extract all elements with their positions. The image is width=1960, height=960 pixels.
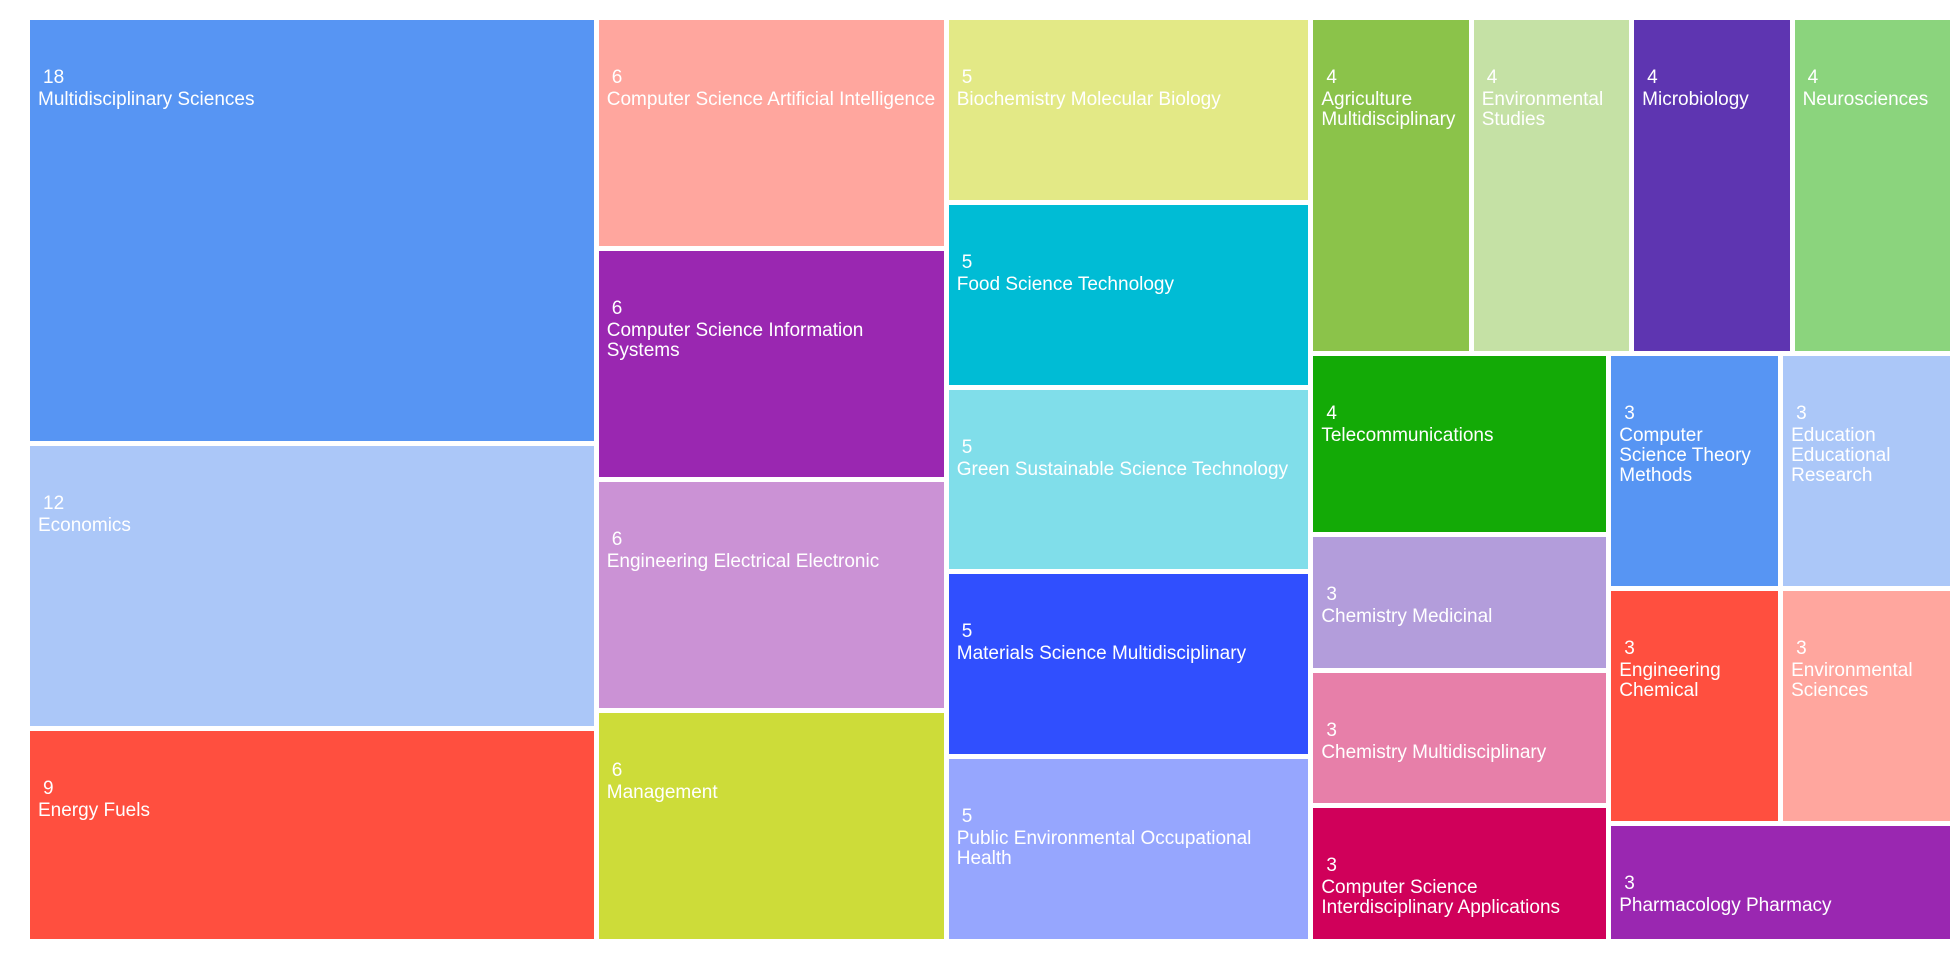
tile-value: 4 (1326, 67, 1337, 88)
tile: 3 Education Educational Research (1783, 356, 1950, 587)
tile-label: Multidisciplinary Sciences (38, 89, 255, 110)
tile-value: 3 (1796, 403, 1807, 424)
tile-value: 5 (961, 67, 973, 88)
tile: 5 Food Science Technology (948, 204, 1309, 385)
tile-label: Food Science Technology (956, 273, 1174, 295)
tile-label: Microbiology (1642, 89, 1749, 110)
tile: 5 Green Sustainable Science Technology (948, 389, 1309, 570)
tile-value: 5 (961, 251, 973, 273)
tile: 3 Chemistry Medicinal (1313, 536, 1607, 668)
tile-value: 3 (1796, 638, 1807, 660)
tile-label: Biochemistry Molecular Biology (956, 89, 1221, 110)
tile: 4 Agriculture Multidisciplinary (1313, 20, 1469, 351)
tile-value: 3 (1624, 638, 1635, 660)
tile: 18 Multidisciplinary Sciences (30, 20, 594, 442)
tile: 4 Neurosciences (1794, 20, 1950, 351)
tile-label: Public Environmental Occupational Health (956, 828, 1252, 870)
tile-value: 18 (43, 67, 65, 88)
tile-value: 4 (1486, 67, 1498, 88)
tile: 4 Telecommunications (1313, 356, 1607, 532)
tile: 3 Computer Science Interdisciplinary Appl… (1313, 808, 1607, 939)
tile-label: Management (606, 782, 718, 803)
tile: 6 Computer Science Information Systems (598, 251, 944, 477)
tile: 6 Engineering Electrical Electronic (598, 482, 944, 708)
tile: 6 Management (598, 713, 944, 939)
tile-value: 4 (1647, 67, 1658, 88)
tile-value: 6 (611, 529, 623, 550)
tile-value: 5 (961, 621, 973, 643)
tile-value: 9 (43, 777, 54, 799)
tile: 3 Engineering Chemical (1611, 591, 1779, 822)
tile-value: 3 (1624, 873, 1635, 895)
tile: 9 Energy Fuels (30, 730, 594, 939)
tile: 5 Biochemistry Molecular Biology (948, 20, 1309, 200)
tile-label: Pharmacology Pharmacy (1619, 895, 1832, 917)
tile-label: Engineering Chemical (1619, 660, 1721, 702)
tile: 4 Microbiology (1634, 20, 1790, 351)
tile-label: Environmental Sciences (1791, 660, 1913, 702)
tile: 5 Public Environmental Occupational Healt… (948, 759, 1309, 939)
tile-label: Computer Science Artificial Intelligence (606, 89, 936, 110)
tile: 3 Computer Science Theory Methods (1611, 356, 1779, 587)
tile: 4 Environmental Studies (1473, 20, 1630, 351)
tile-value: 12 (43, 493, 65, 515)
tile: 3 Chemistry Multidisciplinary (1313, 672, 1607, 804)
tile: 12 Economics (30, 446, 594, 726)
tile-label: Green Sustainable Science Technology (956, 458, 1289, 480)
tile: 5 Materials Science Multidisciplinary (948, 574, 1309, 755)
tile-value: 4 (1326, 403, 1337, 424)
tile-value: 4 (1807, 67, 1819, 88)
tile: 6 Computer Science Artificial Intelligenc… (598, 20, 944, 246)
tile: 3 Pharmacology Pharmacy (1611, 826, 1950, 939)
tile-value: 6 (611, 67, 623, 88)
tile-value: 5 (961, 806, 973, 828)
tile-label: Chemistry Multidisciplinary (1321, 741, 1547, 763)
tile-label: Neurosciences (1802, 89, 1929, 110)
tile-label: Computer Science Information Systems (606, 320, 864, 361)
tile-label: Telecommunications (1321, 425, 1494, 446)
tile-label: Materials Science Multidisciplinary (956, 643, 1247, 665)
tile-label: Energy Fuels (38, 799, 150, 821)
tile-label: Chemistry Medicinal (1321, 605, 1493, 627)
tile-label: Environmental Studies (1481, 89, 1604, 130)
tile-value: 3 (1326, 855, 1337, 877)
tile-value: 6 (611, 298, 623, 319)
tile-label: Agriculture Multidisciplinary (1321, 89, 1456, 130)
tile-value: 3 (1326, 583, 1337, 605)
tile-label: Engineering Electrical Electronic (606, 551, 880, 572)
tile-value: 5 (961, 436, 973, 458)
tile-label: Computer Science Theory Methods (1619, 425, 1751, 486)
tile: 3 Environmental Sciences (1783, 591, 1950, 822)
tile-value: 3 (1326, 719, 1337, 741)
tile-value: 6 (611, 760, 623, 781)
tile-label: Economics (38, 515, 131, 537)
tile-label: Computer Science Interdisciplinary Appli… (1321, 877, 1561, 919)
tile-label: Education Educational Research (1791, 425, 1891, 486)
tile-value: 3 (1624, 403, 1635, 424)
